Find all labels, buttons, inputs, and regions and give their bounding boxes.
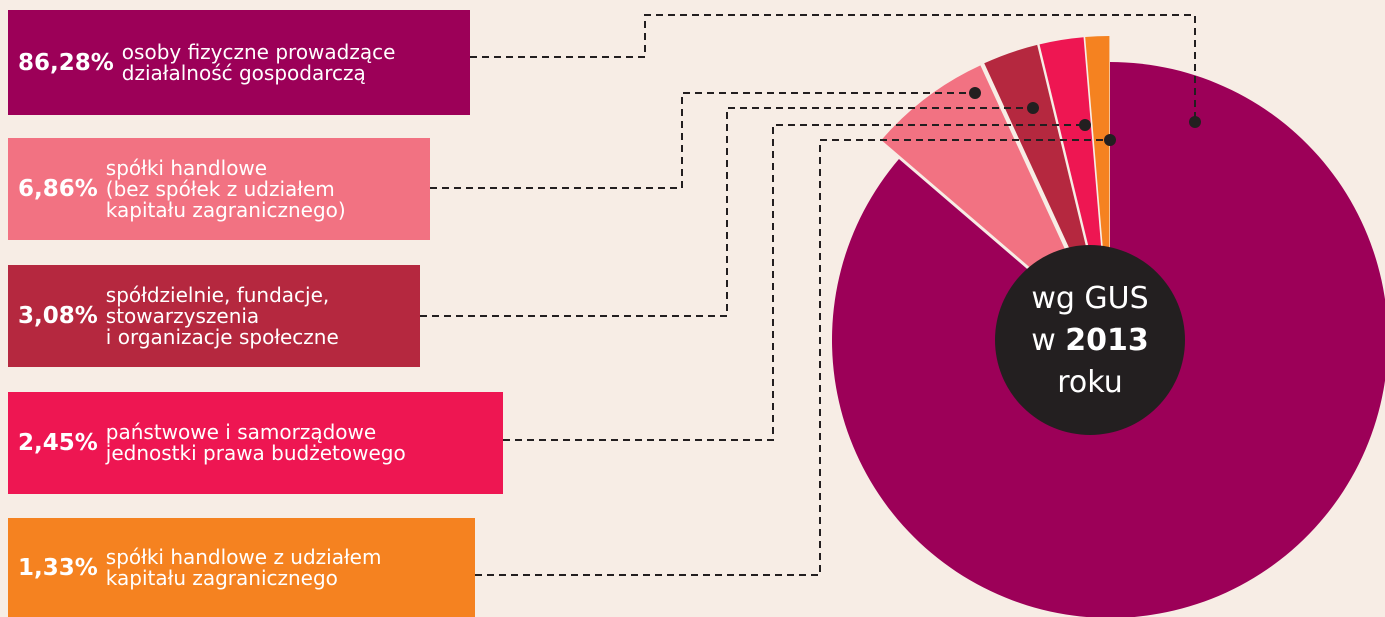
category-label: spółdzielnie, fundacje, stowarzyszenia i…	[105, 282, 339, 349]
category-label: osoby fizyczne prowadzące działalność go…	[121, 39, 396, 85]
legend-box: 1,33% spółki handlowe z udziałem kapitału…	[8, 518, 475, 617]
center-text: roku	[1057, 365, 1123, 400]
center-text: w 2013	[1031, 323, 1149, 358]
connector-dot	[969, 87, 981, 99]
connector-dot	[1104, 134, 1116, 146]
value-label: 2,45%	[18, 430, 98, 456]
connector	[430, 92, 975, 189]
value-label: 1,33%	[18, 554, 98, 581]
center-circle	[995, 245, 1185, 435]
center-text: w	[1031, 323, 1056, 358]
category-label: spółki handlowe (bez spółek z udziałem k…	[105, 155, 346, 222]
category-label: spółki handlowe z udziałem kapitału zagr…	[105, 544, 382, 590]
value-label: 86,28%	[18, 49, 114, 76]
legend-box: 6,86% spółki handlowe (bez spółek z udzia…	[8, 138, 430, 240]
center-text: wg GUS	[1031, 281, 1148, 316]
connector	[475, 139, 1110, 576]
legend-box: 3,08% spółdzielnie, fundacje, stowarzysze…	[8, 265, 420, 367]
legend-box: 2,45% państwowe i samorządowe jednostki p…	[8, 392, 503, 494]
value-label: 3,08%	[18, 303, 98, 329]
connector-dot	[1079, 119, 1091, 131]
connector	[503, 124, 1085, 441]
center-year: 2013	[1065, 323, 1149, 358]
connector-dot	[1027, 102, 1039, 114]
connector-dot	[1189, 116, 1201, 128]
category-label: państwowe i samorządowe jednostki prawa …	[105, 420, 406, 465]
legend-box: 86,28% osoby fizyczne prowadzące działaln…	[8, 10, 470, 115]
value-label: 6,86%	[18, 176, 98, 202]
connector	[470, 14, 1196, 122]
connector	[420, 107, 1033, 317]
